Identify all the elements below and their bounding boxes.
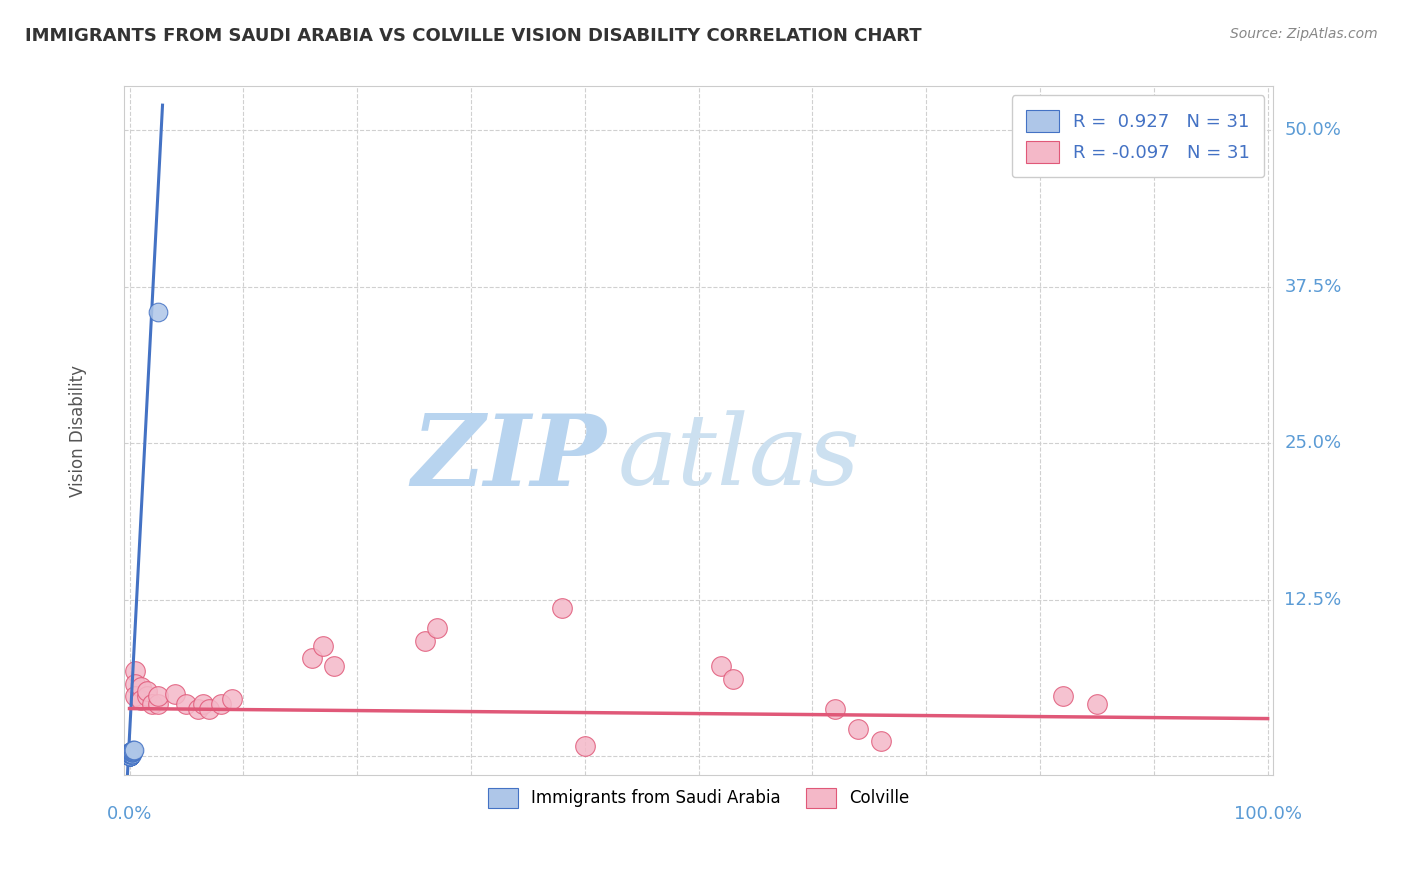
Point (426, 622, 449, 636)
Point (120, 747, 142, 761)
Point (176, 697, 198, 711)
Point (846, 722, 869, 736)
Point (146, 689, 169, 703)
Point (221, 691, 243, 706)
Point (118, 749, 141, 764)
Point (121, 745, 143, 759)
Point (120, 745, 142, 759)
Point (209, 697, 232, 711)
Point (122, 743, 145, 757)
Point (121, 745, 143, 759)
Point (118, 749, 141, 764)
Point (120, 747, 142, 761)
Point (824, 701, 846, 715)
Point (122, 743, 145, 757)
Point (1052, 689, 1074, 703)
Text: IMMIGRANTS FROM SAUDI ARABIA VS COLVILLE VISION DISABILITY CORRELATION CHART: IMMIGRANTS FROM SAUDI ARABIA VS COLVILLE… (25, 27, 922, 45)
Point (118, 749, 141, 764)
Point (118, 749, 141, 764)
Point (120, 747, 142, 761)
Point (121, 747, 143, 761)
Point (124, 689, 146, 703)
Point (118, 749, 141, 764)
Text: Vision Disability: Vision Disability (69, 365, 87, 497)
Point (193, 697, 215, 711)
Point (721, 672, 744, 686)
Point (118, 749, 141, 764)
Point (120, 745, 142, 759)
Point (118, 749, 141, 764)
Text: 37.5%: 37.5% (1285, 277, 1341, 295)
Point (118, 745, 141, 759)
Point (415, 634, 437, 648)
Legend: Immigrants from Saudi Arabia, Colville: Immigrants from Saudi Arabia, Colville (481, 781, 915, 814)
Point (122, 744, 145, 758)
Point (121, 745, 143, 759)
Point (120, 747, 142, 761)
Point (146, 304, 169, 318)
Point (869, 734, 891, 748)
Point (118, 747, 141, 761)
Point (146, 697, 169, 711)
Point (124, 664, 146, 678)
Point (118, 749, 141, 764)
Text: ZIP: ZIP (412, 410, 606, 507)
Point (710, 659, 733, 673)
Point (118, 747, 141, 761)
Point (1085, 697, 1108, 711)
Point (323, 659, 346, 673)
Point (198, 701, 221, 715)
Point (187, 701, 209, 715)
Point (124, 676, 146, 690)
Point (129, 693, 152, 707)
Point (121, 745, 143, 759)
Text: 25.0%: 25.0% (1285, 434, 1341, 452)
Text: 12.5%: 12.5% (1285, 591, 1341, 608)
Point (141, 697, 163, 711)
Point (312, 639, 335, 653)
Point (118, 749, 141, 764)
Point (163, 687, 186, 701)
Point (135, 684, 157, 698)
Point (135, 689, 157, 703)
Point (129, 681, 152, 695)
Text: Source: ZipAtlas.com: Source: ZipAtlas.com (1230, 27, 1378, 41)
Text: 100.0%: 100.0% (1233, 805, 1302, 823)
Point (574, 739, 596, 753)
Point (118, 745, 141, 759)
Point (118, 749, 141, 764)
Text: 0.0%: 0.0% (107, 805, 152, 823)
Point (551, 601, 574, 615)
Point (301, 651, 323, 665)
Text: atlas: atlas (619, 410, 860, 506)
Point (118, 749, 141, 764)
Point (121, 744, 143, 758)
Text: 50.0%: 50.0% (1285, 121, 1341, 139)
